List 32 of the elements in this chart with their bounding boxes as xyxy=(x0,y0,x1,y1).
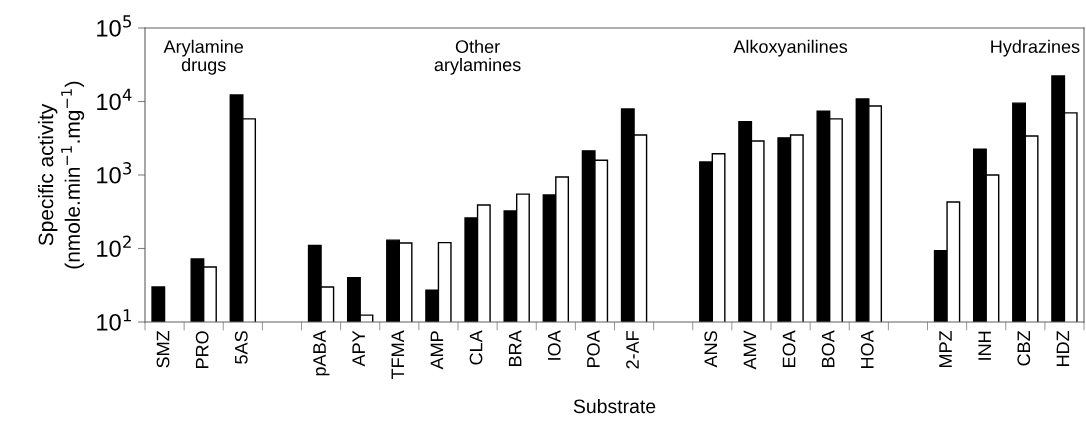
x-tick-label: CLA xyxy=(469,330,483,365)
annotation: Alkoxyanilines xyxy=(733,39,848,57)
y-tick-label: 10$^{2}$ xyxy=(97,235,131,258)
x-tick-label: SMZ xyxy=(156,330,170,368)
y-axis-title: Specific activity (nmole.min$^{−1}$.mg$^{−1}$) xyxy=(38,81,85,269)
x-tick-label: BOA xyxy=(821,330,835,367)
x-tick-label: CBZ xyxy=(1017,330,1031,366)
y-tick-label: 10$^{4}$ xyxy=(97,88,132,111)
x-tick-label: INH xyxy=(978,331,991,360)
x-tick-label: HDZ xyxy=(1056,330,1070,366)
annotation: Other arylamines xyxy=(434,39,521,75)
x-tick-label: POA xyxy=(587,330,600,367)
x-tick-label: AMV xyxy=(743,330,757,370)
x-tick-label: pABA xyxy=(313,330,330,376)
x-tick-label: TFMA xyxy=(391,330,404,380)
y-tick-label: 10$^{3}$ xyxy=(97,162,132,184)
y-tick-label: 10$^{1}$ xyxy=(97,309,131,331)
x-tick-label: 2-AF xyxy=(626,331,639,369)
x-tick-label: 5AS xyxy=(234,331,248,364)
x-tick-label: MPZ xyxy=(939,330,952,367)
x-tick-label: ANS xyxy=(704,331,718,368)
y-tick-label: 10$^{5}$ xyxy=(97,15,131,37)
x-tick-label: PRO xyxy=(195,331,209,368)
x-tick-label: IOA xyxy=(547,330,561,360)
x-tick-label: AMP xyxy=(430,331,444,370)
x-tick-label: EOA xyxy=(782,330,796,367)
x-tick-label: BRA xyxy=(508,330,522,366)
x-tick-label: APY xyxy=(352,330,365,367)
x-axis-title: Substrate xyxy=(573,398,656,414)
annotation: Arylamine drugs xyxy=(163,39,244,75)
annotation: Hydrazines xyxy=(991,39,1080,57)
x-tick-label: HOA xyxy=(860,330,874,368)
